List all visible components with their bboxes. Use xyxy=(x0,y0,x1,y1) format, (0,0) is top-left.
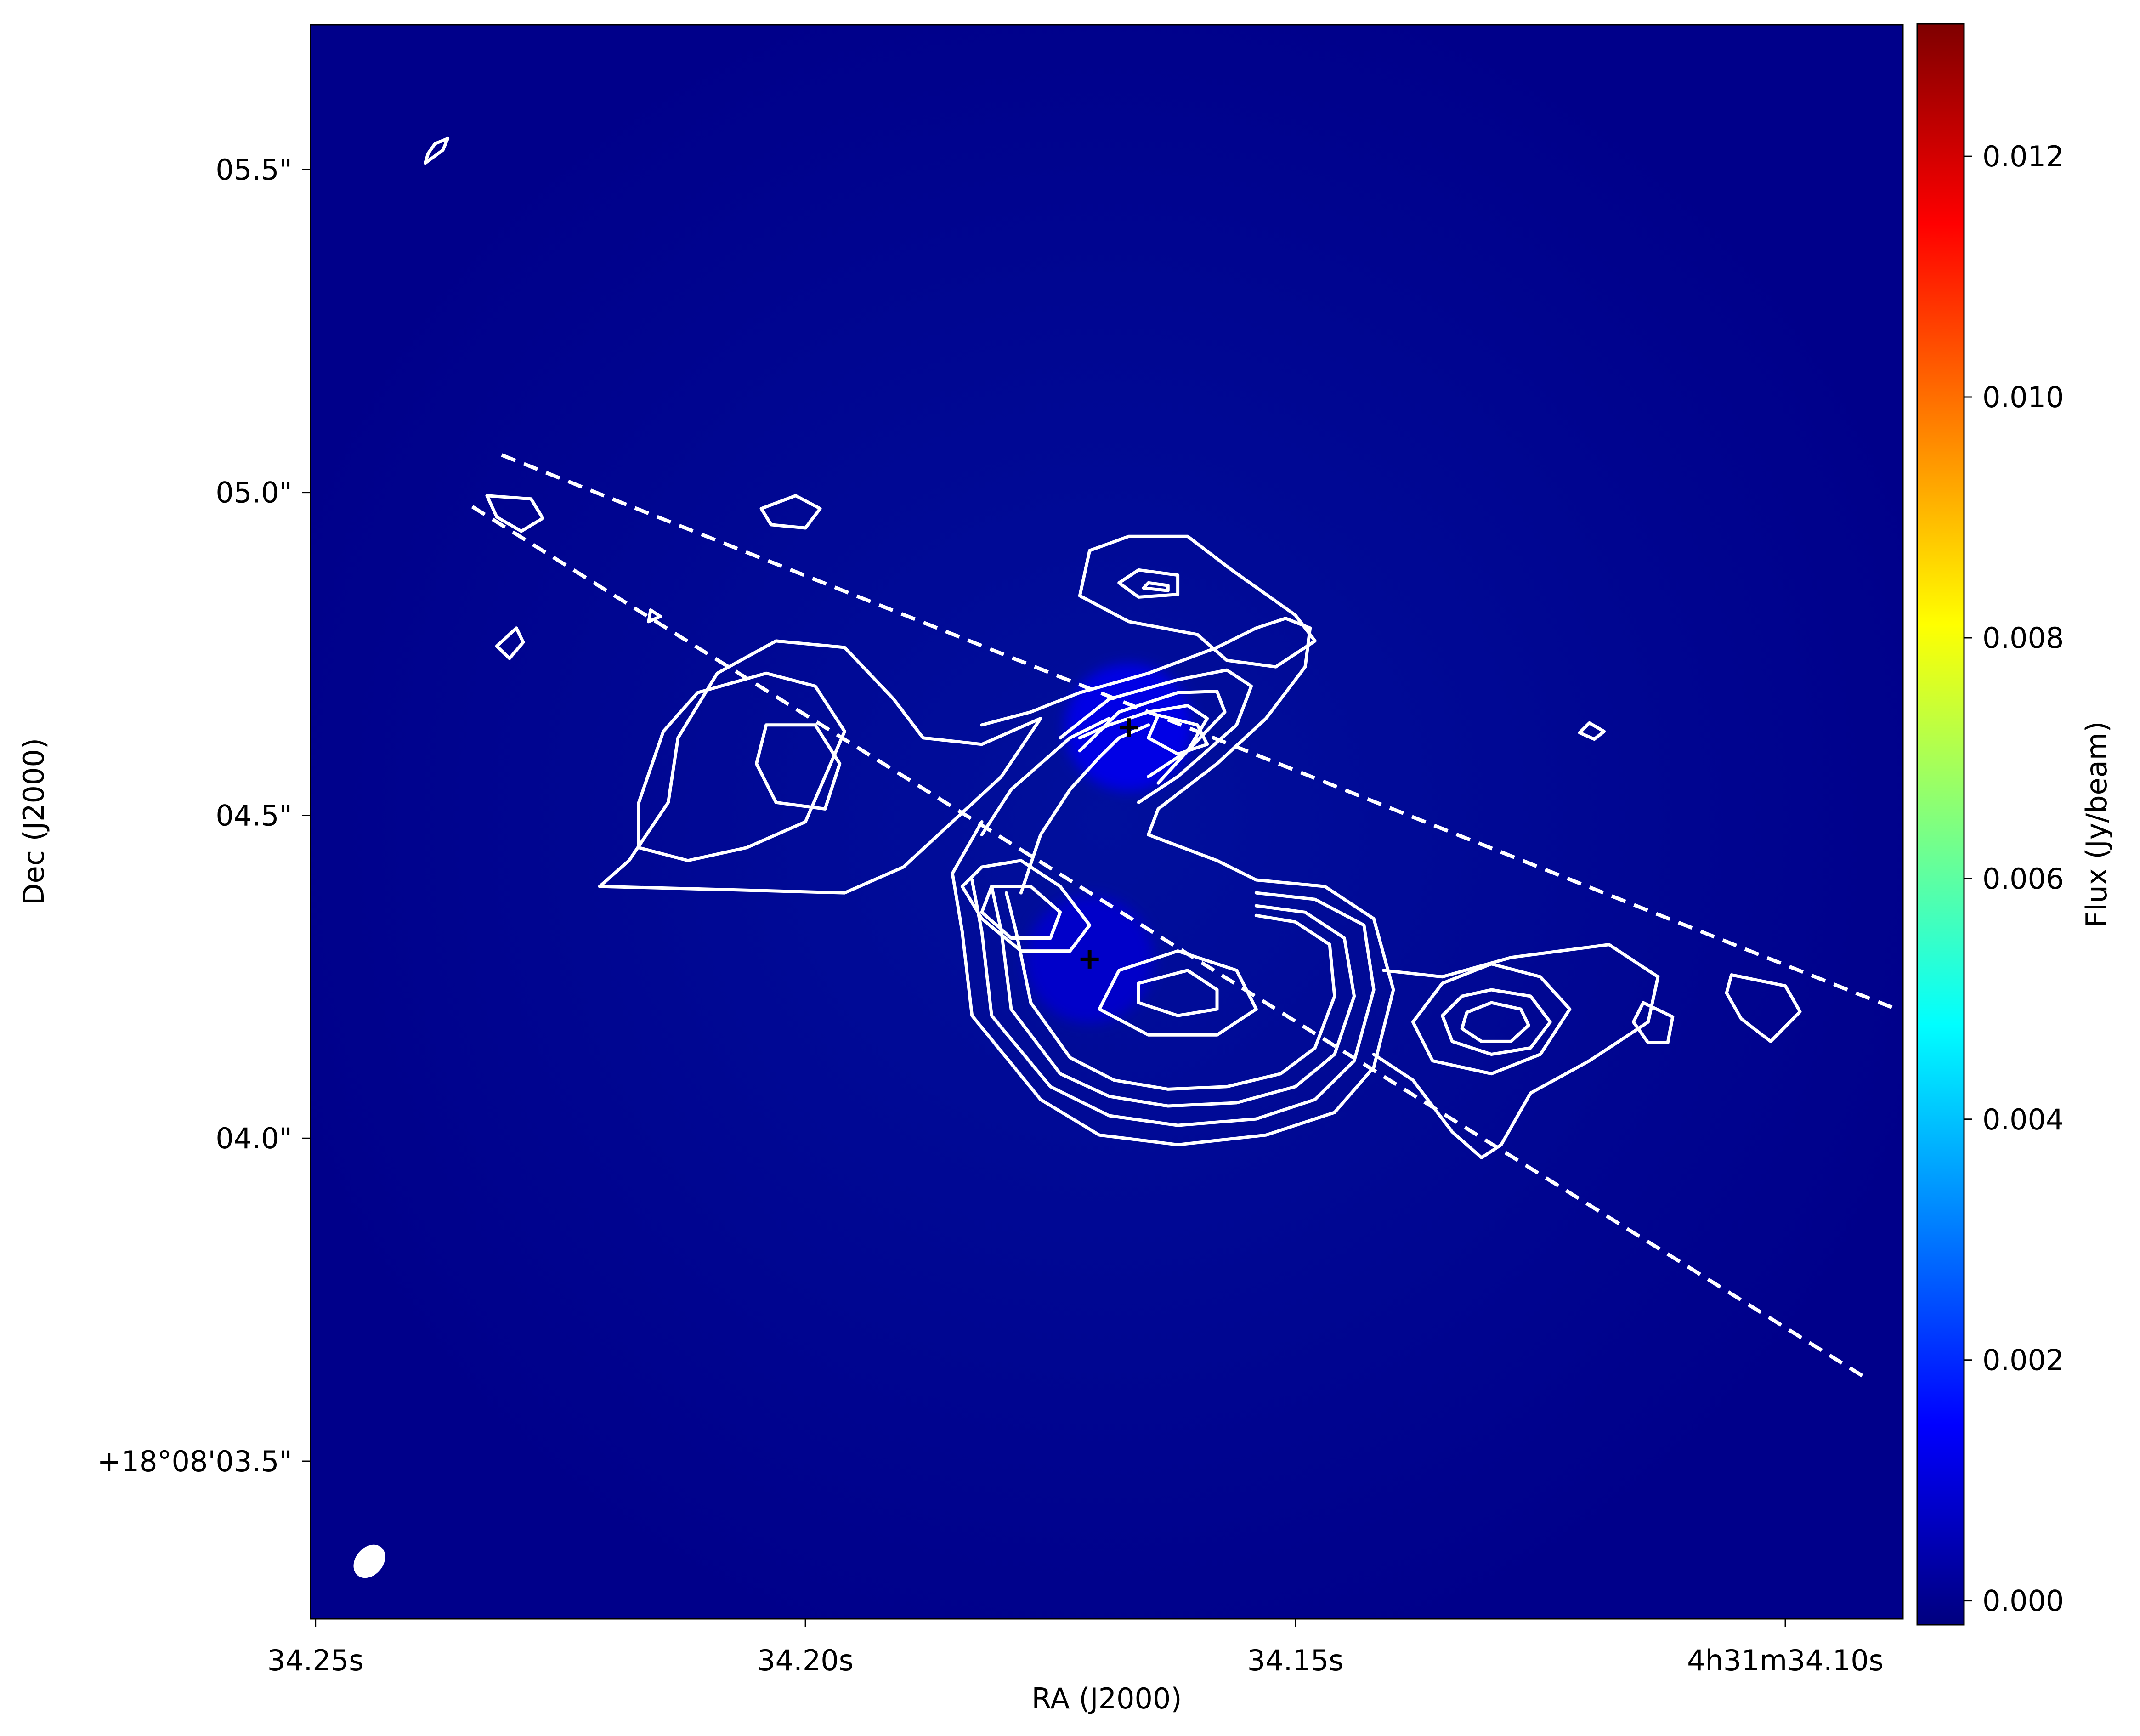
colorbar-tick-label: 0.002 xyxy=(1982,1344,2064,1377)
y-axis-ticks: 05.5" 05.0" 04.5" 04.0" +18°08'03.5" xyxy=(97,153,311,1478)
colorbar-ticks: 0.000 0.002 0.004 0.006 0.008 0.010 0.012 xyxy=(1964,140,2064,1618)
contour-5 xyxy=(647,608,662,624)
contour-6 xyxy=(1578,721,1606,741)
contour-27 xyxy=(1004,891,1336,1091)
y-tick-label: +18°08'03.5" xyxy=(97,1445,292,1478)
y-tick-label: 05.0" xyxy=(215,476,292,510)
x-tick-label: 34.20s xyxy=(757,1644,854,1677)
x-axis-ticks: 34.25s 34.20s 34.15s 4h31m34.10s xyxy=(267,1619,1884,1677)
colorbar-gradient xyxy=(1916,23,1965,1626)
colorbar-tick-label: 0.008 xyxy=(1982,621,2064,655)
x-tick-label: 34.25s xyxy=(267,1644,364,1677)
colorbar-label: Flux (Jy/beam) xyxy=(2080,721,2113,928)
contour-1 xyxy=(424,136,450,165)
contour-31 xyxy=(1411,962,1572,1076)
y-tick-label: 04.0" xyxy=(215,1122,292,1155)
contour-28 xyxy=(1019,723,1150,895)
dashed-line-1 xyxy=(501,453,1894,1010)
contour-21 xyxy=(980,885,1062,940)
colorbar-tick-label: 0.000 xyxy=(1982,1584,2064,1618)
contour-3 xyxy=(759,494,822,530)
contour-32 xyxy=(1441,988,1552,1056)
plot-frame xyxy=(310,24,1904,1620)
colorbar-tick-label: 0.012 xyxy=(1982,140,2064,173)
contour-10 xyxy=(1117,568,1180,599)
colorbar-tick-label: 0.010 xyxy=(1982,380,2064,414)
contour-7 xyxy=(1631,1001,1675,1044)
contour-30 xyxy=(1372,943,1660,1159)
x-axis-label: RA (J2000) xyxy=(1031,1682,1182,1715)
contour-20 xyxy=(960,859,1092,953)
marker-layer xyxy=(1080,718,1138,969)
dashed-line-2 xyxy=(471,505,1865,1379)
dashed-line-layer xyxy=(471,453,1894,1379)
beam-ellipse xyxy=(353,1544,385,1578)
contour-19 xyxy=(755,723,842,811)
colorbar-tick-label: 0.004 xyxy=(1982,1103,2064,1136)
contour-13 xyxy=(1059,668,1253,804)
contour-11 xyxy=(1142,581,1170,592)
contour-17 xyxy=(598,639,1042,895)
contour-9 xyxy=(1078,534,1317,669)
contour-12 xyxy=(980,617,1312,882)
contour-8 xyxy=(1725,973,1802,1043)
contour-2 xyxy=(485,494,544,533)
contour-23 xyxy=(1137,969,1219,1017)
heatmap-background xyxy=(311,25,1903,1619)
plot-area: 34.25s 34.20s 34.15s 4h31m34.10s 05.5" 05.0"… xyxy=(97,24,1904,1677)
source-marker-1 xyxy=(1119,718,1138,737)
beam-layer xyxy=(353,1544,385,1578)
source-marker-2 xyxy=(1080,950,1099,969)
colorbar-tick-label: 0.006 xyxy=(1982,862,2064,896)
contour-layer xyxy=(424,136,1802,1159)
y-axis-label: Dec (J2000) xyxy=(17,738,51,905)
contour-18 xyxy=(637,671,846,862)
y-tick-label: 05.5" xyxy=(215,153,292,187)
x-tick-label: 4h31m34.10s xyxy=(1687,1644,1884,1677)
x-tick-label: 34.15s xyxy=(1247,1644,1344,1677)
contour-16 xyxy=(1078,704,1209,778)
contour-25 xyxy=(970,878,1376,1127)
y-tick-label: 04.5" xyxy=(215,799,292,832)
colorbar: 0.000 0.002 0.004 0.006 0.008 0.010 0.012 Flux… xyxy=(1916,23,2113,1626)
contour-4 xyxy=(495,626,525,660)
contour-15 xyxy=(1147,714,1209,756)
contour-26 xyxy=(990,885,1356,1108)
contour-29 xyxy=(980,717,1111,837)
contour-33 xyxy=(1460,1001,1530,1043)
contour-24 xyxy=(951,820,1395,1146)
